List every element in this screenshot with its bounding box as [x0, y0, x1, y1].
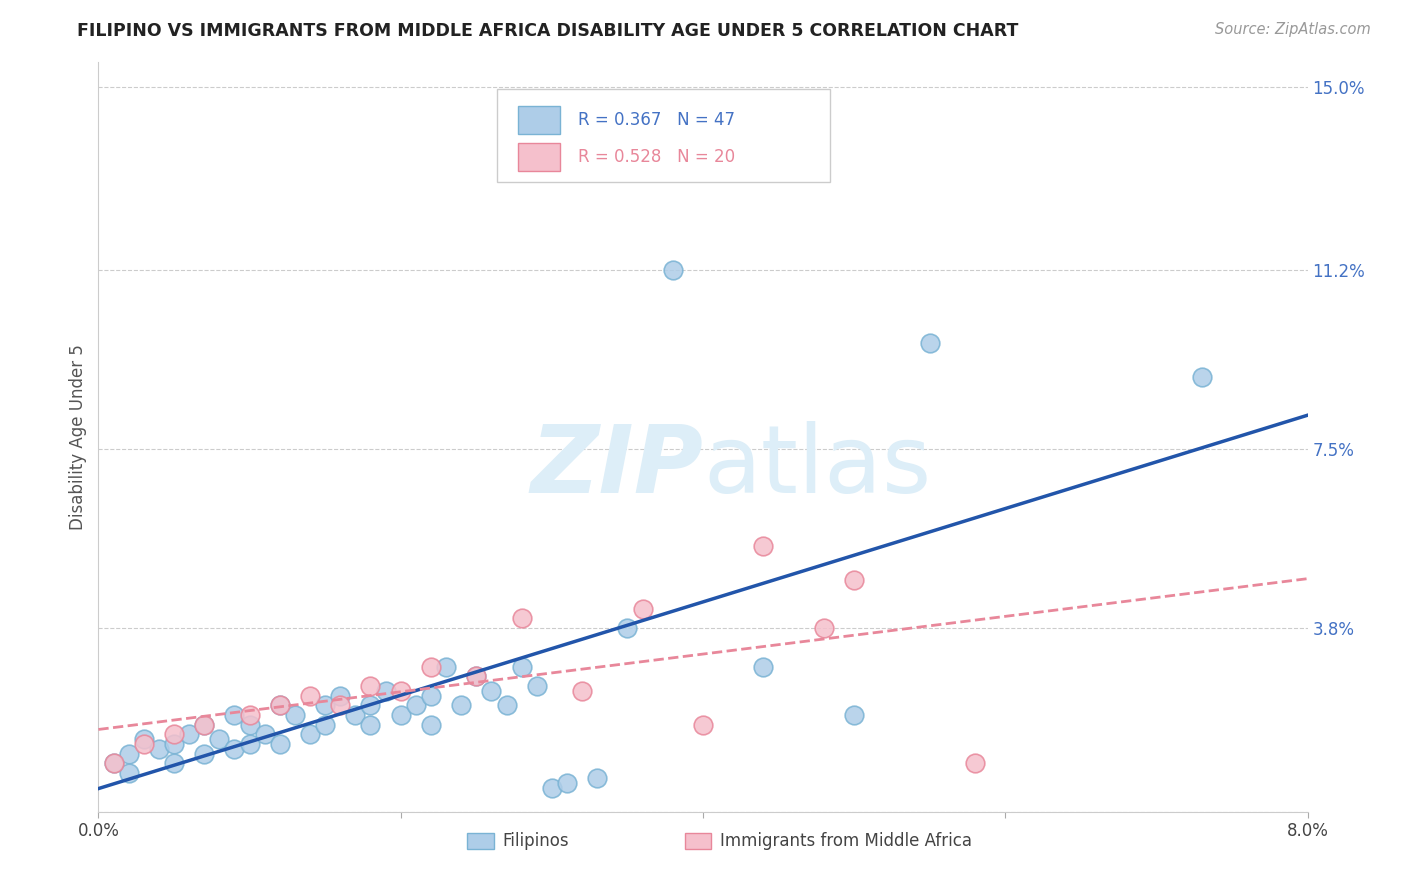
Point: [571, 684, 593, 698]
Point: [1191, 369, 1213, 384]
Point: [163, 727, 186, 741]
Bar: [467, 833, 494, 849]
Point: [661, 263, 683, 277]
Point: [132, 737, 155, 751]
Point: [844, 708, 866, 723]
Point: [752, 659, 775, 673]
Point: [844, 573, 866, 587]
Point: [465, 669, 488, 683]
Text: FILIPINO VS IMMIGRANTS FROM MIDDLE AFRICA DISABILITY AGE UNDER 5 CORRELATION CHA: FILIPINO VS IMMIGRANTS FROM MIDDLE AFRIC…: [77, 22, 1019, 40]
Point: [450, 698, 472, 713]
Point: [239, 737, 262, 751]
Point: [420, 717, 443, 731]
Point: [510, 611, 533, 625]
Bar: [517, 106, 561, 135]
Point: [344, 708, 367, 723]
Point: [253, 727, 276, 741]
Point: [389, 684, 412, 698]
Point: [269, 698, 291, 713]
Point: [405, 698, 427, 713]
Point: [555, 775, 578, 789]
Point: [616, 621, 638, 635]
Point: [526, 679, 548, 693]
Point: [329, 689, 352, 703]
Point: [299, 689, 322, 703]
Point: [813, 621, 835, 635]
Point: [481, 684, 503, 698]
Point: [224, 742, 246, 756]
Point: [132, 732, 155, 747]
Point: [965, 756, 987, 771]
Point: [631, 601, 654, 615]
Point: [692, 717, 714, 731]
Point: [314, 717, 336, 731]
Point: [284, 708, 307, 723]
Point: [465, 669, 488, 683]
Text: Filipinos: Filipinos: [502, 832, 569, 850]
Point: [103, 756, 125, 771]
Point: [163, 737, 186, 751]
Point: [389, 708, 412, 723]
Point: [193, 717, 215, 731]
Point: [420, 659, 443, 673]
Point: [269, 698, 291, 713]
Point: [299, 727, 322, 741]
Point: [329, 698, 352, 713]
Text: ZIP: ZIP: [530, 421, 703, 513]
Point: [420, 689, 443, 703]
Point: [314, 698, 336, 713]
Text: atlas: atlas: [703, 421, 931, 513]
Point: [269, 737, 291, 751]
Y-axis label: Disability Age Under 5: Disability Age Under 5: [69, 344, 87, 530]
Point: [586, 771, 609, 785]
Point: [239, 708, 262, 723]
Text: R = 0.528   N = 20: R = 0.528 N = 20: [578, 148, 735, 166]
Point: [495, 698, 517, 713]
Point: [360, 698, 382, 713]
FancyBboxPatch shape: [498, 88, 830, 182]
Point: [148, 742, 170, 756]
Point: [510, 659, 533, 673]
Point: [103, 756, 125, 771]
Point: [752, 539, 775, 553]
Text: Immigrants from Middle Africa: Immigrants from Middle Africa: [720, 832, 972, 850]
Point: [360, 679, 382, 693]
Point: [193, 717, 215, 731]
Bar: [685, 833, 711, 849]
Point: [239, 717, 262, 731]
Point: [179, 727, 201, 741]
Point: [360, 717, 382, 731]
Text: R = 0.367   N = 47: R = 0.367 N = 47: [578, 112, 735, 129]
Text: Source: ZipAtlas.com: Source: ZipAtlas.com: [1215, 22, 1371, 37]
Point: [434, 659, 457, 673]
Point: [193, 747, 215, 761]
Point: [918, 335, 941, 350]
Point: [224, 708, 246, 723]
Bar: [517, 143, 561, 171]
Point: [118, 766, 141, 780]
Point: [163, 756, 186, 771]
Point: [118, 747, 141, 761]
Point: [540, 780, 562, 795]
Point: [374, 684, 396, 698]
Point: [208, 732, 231, 747]
